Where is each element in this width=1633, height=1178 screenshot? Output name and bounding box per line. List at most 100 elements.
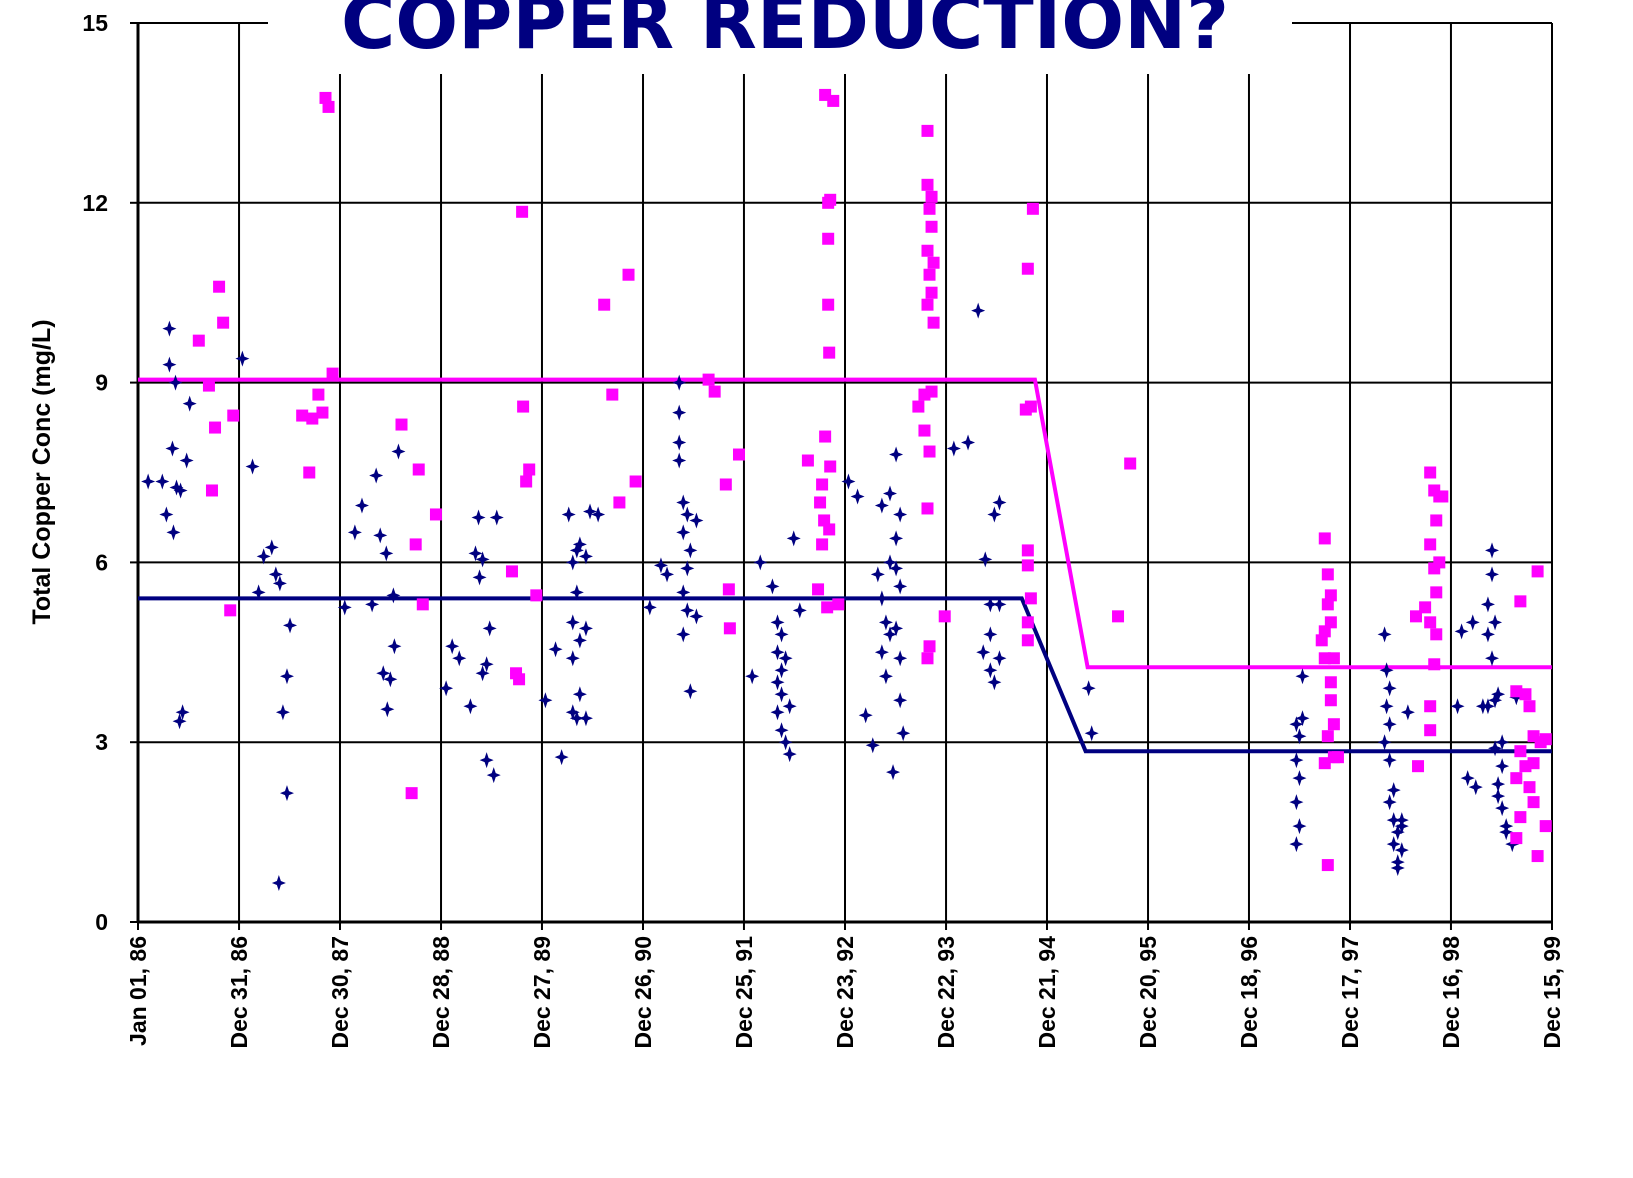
diamond-point <box>168 374 183 391</box>
square-point <box>1412 760 1425 773</box>
y-tick-label: 3 <box>95 729 108 755</box>
step-line <box>138 596 1552 754</box>
diamond-point <box>471 509 486 526</box>
diamond-point <box>272 575 287 592</box>
square-point <box>823 523 836 536</box>
square-point <box>723 622 736 635</box>
square-point <box>1021 544 1034 557</box>
square-point <box>192 334 205 347</box>
square-point <box>1318 757 1331 770</box>
diamond-point <box>1495 800 1510 817</box>
square-point <box>316 406 329 419</box>
diamond-point <box>572 632 587 649</box>
diamond-point <box>1480 626 1495 643</box>
diamond-point <box>841 473 856 490</box>
diamond-point <box>653 557 668 574</box>
square-point <box>812 583 825 596</box>
square-point <box>1539 820 1552 833</box>
square-point <box>1021 616 1034 629</box>
diamond-point <box>538 692 553 709</box>
diamond-point <box>365 596 380 613</box>
diamond-point <box>1394 842 1409 859</box>
chart-title: COPPER REDUCTION? <box>341 0 1229 66</box>
diamond-point <box>971 302 986 319</box>
diamond-point <box>569 710 584 727</box>
diamond-point <box>1454 623 1469 640</box>
x-tick-label: Dec 20, 95 <box>1135 936 1161 1049</box>
diamond-point <box>554 749 569 766</box>
marks <box>138 88 1552 892</box>
diamond-point <box>676 494 691 511</box>
square-point <box>303 466 316 479</box>
diamond-point <box>279 668 294 685</box>
diamond-point <box>792 602 807 619</box>
diamond-point <box>565 704 580 721</box>
square-point <box>405 787 418 800</box>
diamond-point <box>1450 698 1465 715</box>
diamond-point <box>486 767 501 784</box>
diamond-point <box>1081 680 1096 697</box>
x-tick-label: Dec 15, 99 <box>1539 936 1565 1049</box>
diamond-point <box>1485 566 1500 583</box>
diamond-point <box>850 488 865 505</box>
diamond-point <box>1292 818 1307 835</box>
diamond-point <box>1382 680 1397 697</box>
x-tick-label: Dec 21, 94 <box>1034 936 1060 1049</box>
diamond-point <box>680 602 695 619</box>
square-point <box>1424 700 1437 713</box>
diamond-point <box>578 548 593 565</box>
diamond-point <box>680 506 695 523</box>
square-point <box>409 538 422 551</box>
diamond-point <box>583 503 598 520</box>
diamond-point <box>1480 698 1495 715</box>
step-line <box>138 377 1552 670</box>
diamond-point <box>463 698 478 715</box>
square-point <box>1424 466 1437 479</box>
diamond-point <box>1289 752 1304 769</box>
square-point <box>1519 688 1532 701</box>
diamond-point <box>271 875 286 892</box>
diamond-point <box>369 467 384 484</box>
y-axis-label: Total Copper Conc (mg/L) <box>28 319 56 624</box>
square-point <box>1324 616 1337 629</box>
diamond-point <box>782 746 797 763</box>
diamond-point <box>283 617 298 634</box>
diamond-point <box>676 626 691 643</box>
square-point <box>517 400 530 413</box>
diamond-point <box>235 350 250 367</box>
diamond-point <box>182 395 197 412</box>
diamond-point <box>642 599 657 616</box>
diamond-point <box>1386 782 1401 799</box>
diamond-point <box>1377 626 1392 643</box>
title-background <box>268 0 1292 74</box>
diamond-point <box>172 713 187 730</box>
square-point <box>925 220 938 233</box>
diamond-point <box>987 506 1002 523</box>
diamond-point <box>1495 734 1510 751</box>
diamond-point <box>1386 812 1401 829</box>
diamond-point <box>1292 728 1307 745</box>
diamond-point <box>1485 542 1500 559</box>
square-point <box>822 232 835 245</box>
square-point <box>821 601 834 614</box>
diamond-point <box>383 671 398 688</box>
square-point <box>516 205 529 218</box>
square-point <box>923 640 936 653</box>
square-point <box>1531 565 1544 578</box>
diamond-point <box>452 650 467 667</box>
square-point <box>918 424 931 437</box>
square-point <box>927 256 940 269</box>
diamond-point <box>992 650 1007 667</box>
diamond-point <box>391 443 406 460</box>
square-point <box>1024 400 1037 413</box>
x-tick-label: Dec 26, 90 <box>630 936 656 1049</box>
square-point <box>719 478 732 491</box>
x-tick-label: Dec 18, 96 <box>1236 936 1262 1049</box>
diamond-point <box>660 566 675 583</box>
diamond-point <box>245 458 260 475</box>
diamond-point <box>155 473 170 490</box>
diamond-point <box>169 479 184 496</box>
square-point <box>1430 628 1443 641</box>
square-point <box>1324 676 1337 689</box>
square-point <box>822 298 835 311</box>
